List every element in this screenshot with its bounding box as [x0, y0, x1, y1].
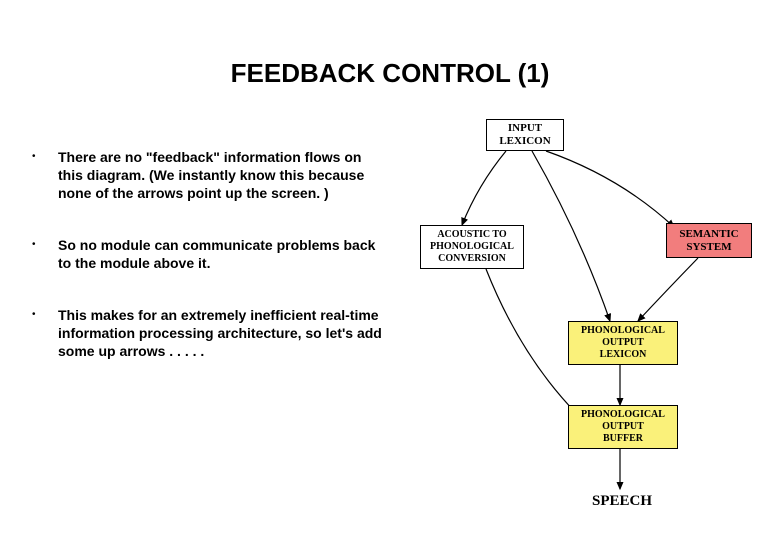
node-label: ACOUSTIC TOPHONOLOGICALCONVERSION	[430, 229, 514, 265]
bullet-text: So no module can communicate problems ba…	[58, 236, 388, 272]
node-label: SEMANTICSYSTEM	[679, 228, 738, 254]
bullet-item: • This makes for an extremely inefficien…	[28, 306, 388, 360]
bullet-marker: •	[28, 306, 58, 324]
node-input-lexicon: INPUTLEXICON	[486, 119, 564, 151]
diagram-arrows	[420, 105, 760, 525]
title-text: FEEDBACK CONTROL (1)	[231, 58, 550, 88]
slide-title: FEEDBACK CONTROL (1)	[0, 58, 780, 89]
flow-diagram: INPUTLEXICON ACOUSTIC TOPHONOLOGICALCONV…	[420, 105, 760, 525]
node-label: PHONOLOGICALOUTPUTBUFFER	[581, 409, 665, 445]
node-label: SPEECH	[592, 493, 652, 509]
node-acoustic-conversion: ACOUSTIC TOPHONOLOGICALCONVERSION	[420, 225, 524, 269]
bullet-text: This makes for an extremely inefficient …	[58, 306, 388, 360]
bullet-marker: •	[28, 236, 58, 254]
bullet-marker: •	[28, 148, 58, 166]
bullet-list: • There are no "feedback" information fl…	[28, 148, 388, 394]
bullet-text: There are no "feedback" information flow…	[58, 148, 388, 202]
node-output-buffer: PHONOLOGICALOUTPUTBUFFER	[568, 405, 678, 449]
node-label: INPUTLEXICON	[499, 122, 550, 148]
bullet-item: • There are no "feedback" information fl…	[28, 148, 388, 202]
bullet-item: • So no module can communicate problems …	[28, 236, 388, 272]
node-output-lexicon: PHONOLOGICALOUTPUTLEXICON	[568, 321, 678, 365]
node-semantic-system: SEMANTICSYSTEM	[666, 223, 752, 258]
node-label: PHONOLOGICALOUTPUTLEXICON	[581, 325, 665, 361]
node-speech-label: SPEECH	[572, 493, 672, 510]
